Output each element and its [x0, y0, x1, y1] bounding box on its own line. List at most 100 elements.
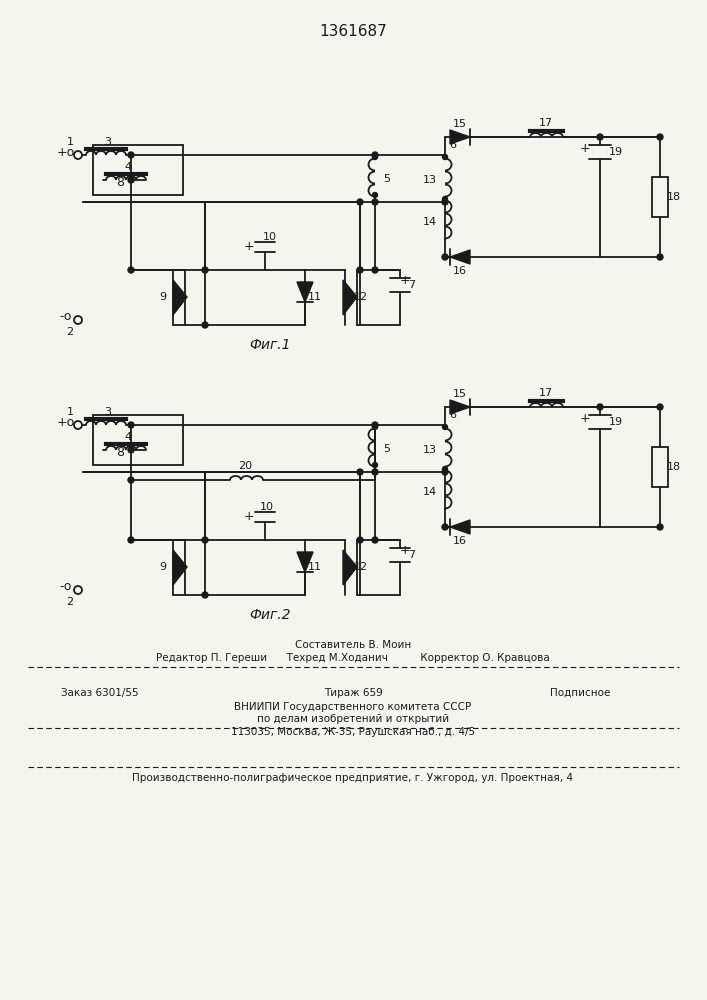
Text: 18: 18: [667, 462, 681, 472]
Bar: [652, 177, 668, 217]
Text: Фиг.1: Фиг.1: [250, 338, 291, 352]
Text: 14: 14: [423, 217, 437, 227]
Circle shape: [128, 447, 134, 453]
Text: 12: 12: [354, 562, 368, 572]
Text: +: +: [244, 510, 255, 524]
Text: 10: 10: [263, 232, 277, 242]
Circle shape: [443, 466, 448, 472]
Text: 17: 17: [539, 118, 553, 128]
Circle shape: [597, 134, 603, 140]
Circle shape: [373, 462, 378, 468]
Text: 4: 4: [124, 162, 132, 172]
Text: +: +: [580, 141, 590, 154]
Text: 7: 7: [409, 280, 416, 290]
Circle shape: [443, 424, 448, 430]
Circle shape: [202, 267, 208, 273]
Text: 18: 18: [667, 192, 681, 202]
Circle shape: [657, 134, 663, 140]
Text: +o: +o: [57, 416, 75, 428]
Text: 13: 13: [423, 175, 437, 185]
Text: 5: 5: [383, 444, 390, 454]
Circle shape: [597, 404, 603, 410]
Text: 11: 11: [308, 292, 322, 302]
Text: 13: 13: [423, 445, 437, 455]
Text: Редактор П. Гереши      Техред М.Ходанич          Корректор О. Кравцова: Редактор П. Гереши Техред М.Ходанич Корр…: [156, 653, 550, 663]
Circle shape: [442, 254, 448, 260]
Bar: [652, 447, 668, 487]
Text: 9: 9: [160, 292, 167, 302]
Circle shape: [128, 267, 134, 273]
Text: Фиг.2: Фиг.2: [250, 608, 291, 622]
Text: 8: 8: [116, 446, 124, 460]
Polygon shape: [343, 280, 357, 315]
Circle shape: [373, 424, 378, 430]
Text: Заказ 6301/55: Заказ 6301/55: [62, 688, 139, 698]
Polygon shape: [343, 550, 357, 585]
Circle shape: [128, 152, 134, 158]
Circle shape: [372, 152, 378, 158]
Polygon shape: [450, 400, 470, 414]
Text: 7: 7: [409, 550, 416, 560]
Circle shape: [202, 537, 208, 543]
Text: 16: 16: [453, 266, 467, 276]
Circle shape: [128, 537, 134, 543]
Text: 16: 16: [453, 536, 467, 546]
Text: 19: 19: [609, 417, 623, 427]
Circle shape: [357, 267, 363, 273]
Circle shape: [357, 469, 363, 475]
Text: 9: 9: [160, 562, 167, 572]
Text: +: +: [580, 412, 590, 424]
Text: 15: 15: [453, 119, 467, 129]
Text: 2: 2: [66, 597, 74, 607]
Circle shape: [373, 192, 378, 198]
Circle shape: [202, 322, 208, 328]
Text: 1: 1: [66, 137, 74, 147]
Circle shape: [372, 199, 378, 205]
Text: 19: 19: [609, 147, 623, 157]
Circle shape: [372, 422, 378, 428]
Text: 15: 15: [453, 389, 467, 399]
Text: -o: -o: [60, 580, 72, 593]
Text: 1361687: 1361687: [319, 24, 387, 39]
Polygon shape: [173, 280, 187, 315]
Text: 12: 12: [354, 292, 368, 302]
Text: 5: 5: [383, 174, 390, 184]
Polygon shape: [173, 550, 187, 585]
Polygon shape: [450, 250, 470, 264]
Polygon shape: [297, 552, 313, 572]
Text: 6: 6: [450, 140, 457, 150]
Circle shape: [443, 196, 448, 202]
Text: -o: -o: [60, 310, 72, 324]
Circle shape: [442, 199, 448, 205]
Text: +: +: [399, 274, 410, 288]
Circle shape: [442, 524, 448, 530]
Polygon shape: [450, 130, 470, 144]
Bar: [93, 145, 183, 195]
Text: 1: 1: [66, 407, 74, 417]
Text: +: +: [399, 544, 410, 558]
Circle shape: [657, 254, 663, 260]
Text: 4: 4: [124, 432, 132, 442]
Circle shape: [373, 154, 378, 159]
Polygon shape: [450, 520, 470, 534]
Text: Подписное: Подписное: [550, 688, 610, 698]
Circle shape: [442, 469, 448, 475]
Text: ВНИИПИ Государственного комитета СССР: ВНИИПИ Государственного комитета СССР: [235, 702, 472, 712]
Text: по делам изобретений и открытий: по делам изобретений и открытий: [257, 714, 449, 724]
Text: 17: 17: [539, 388, 553, 398]
Circle shape: [657, 404, 663, 410]
Bar: [93, 415, 183, 465]
Circle shape: [443, 154, 448, 159]
Polygon shape: [297, 282, 313, 302]
Text: 6: 6: [450, 410, 457, 420]
Text: 11: 11: [308, 562, 322, 572]
Text: 8: 8: [116, 176, 124, 190]
Text: +o: +o: [57, 145, 75, 158]
Text: 3: 3: [105, 137, 112, 147]
Circle shape: [357, 199, 363, 205]
Circle shape: [128, 422, 134, 428]
Text: 113035, Москва, Ж-35, Раушская наб., д. 4/5: 113035, Москва, Ж-35, Раушская наб., д. …: [231, 727, 475, 737]
Circle shape: [202, 592, 208, 598]
Text: 20: 20: [238, 461, 252, 471]
Text: Тираж 659: Тираж 659: [324, 688, 382, 698]
